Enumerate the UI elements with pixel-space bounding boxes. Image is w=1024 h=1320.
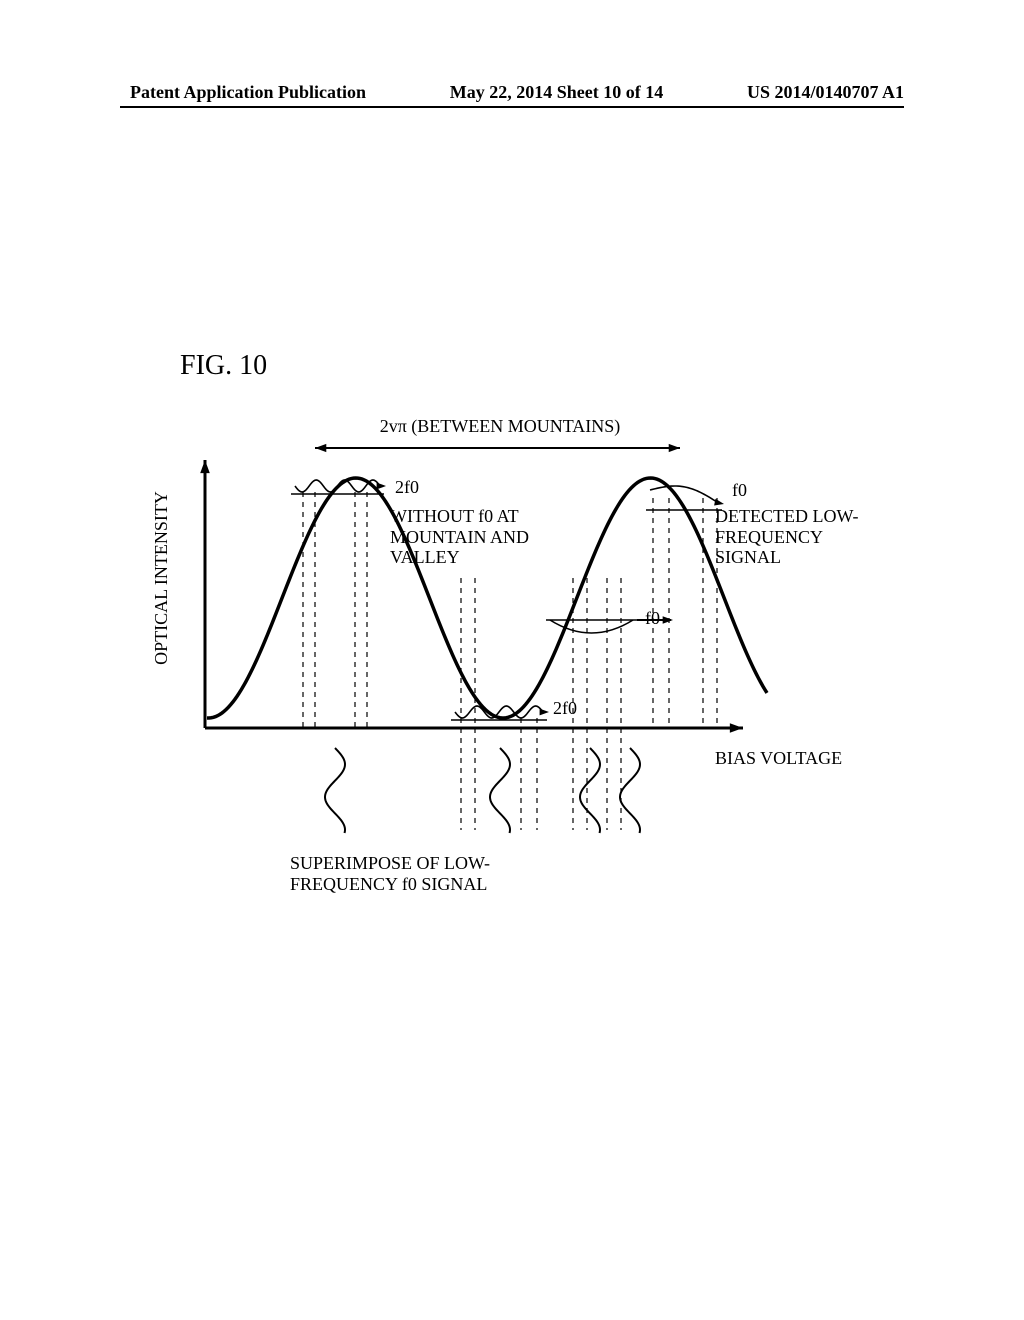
header-left: Patent Application Publication [130, 82, 366, 103]
x-axis-label: BIAS VOLTAGE [715, 748, 842, 769]
header-center: May 22, 2014 Sheet 10 of 14 [450, 82, 663, 103]
figure-label: FIG. 10 [180, 350, 267, 382]
header-right: US 2014/0140707 A1 [747, 82, 904, 103]
diagram-container: 2vπ (BETWEEN MOUNTAINS) OPTICAL INTENSIT… [155, 428, 875, 948]
detected-low-freq-label: DETECTED LOW-FREQUENCYSIGNAL [715, 506, 875, 568]
slope-f0-label: f0 [645, 608, 660, 629]
page: Patent Application Publication May 22, 2… [0, 0, 1024, 1320]
y-axis-label: OPTICAL INTENSITY [151, 448, 172, 708]
valley-2f0-label: 2f0 [553, 698, 577, 719]
header-rule [120, 106, 904, 108]
right-peak-f0-label: f0 [732, 480, 747, 501]
top-span-label: 2vπ (BETWEEN MOUNTAINS) [330, 416, 670, 437]
middle-text-label: WITHOUT f0 ATMOUNTAIN ANDVALLEY [390, 506, 550, 568]
superimpose-label: SUPERIMPOSE OF LOW-FREQUENCY f0 SIGNAL [290, 853, 550, 894]
page-header: Patent Application Publication May 22, 2… [0, 82, 1024, 103]
peak-2f0-label: 2f0 [395, 477, 419, 498]
